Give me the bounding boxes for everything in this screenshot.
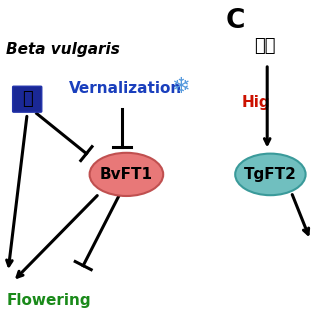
Ellipse shape <box>90 153 163 196</box>
Text: C: C <box>226 8 245 34</box>
Text: BvFT1: BvFT1 <box>100 167 153 182</box>
Text: TgFT2: TgFT2 <box>244 167 297 182</box>
Text: Beta vulgaris: Beta vulgaris <box>6 42 120 57</box>
Text: Hig: Hig <box>242 95 270 110</box>
Ellipse shape <box>235 154 306 195</box>
Text: Flowering: Flowering <box>6 293 91 308</box>
Text: Vernalization: Vernalization <box>69 81 182 95</box>
Text: 🌙: 🌙 <box>22 90 33 108</box>
Text: 🌷🌷: 🌷🌷 <box>254 37 276 55</box>
FancyBboxPatch shape <box>13 86 42 112</box>
Text: ❄: ❄ <box>172 77 190 97</box>
